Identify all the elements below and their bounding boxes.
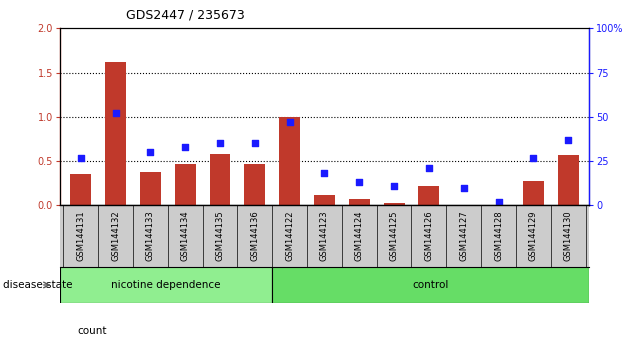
Text: GSM144136: GSM144136 <box>250 210 260 261</box>
Point <box>354 179 364 185</box>
Bar <box>279 117 300 205</box>
Text: GSM144129: GSM144129 <box>529 210 538 261</box>
Bar <box>272 267 589 303</box>
Text: GSM144123: GSM144123 <box>320 210 329 261</box>
Text: GSM144133: GSM144133 <box>146 210 155 261</box>
Bar <box>105 62 126 205</box>
Bar <box>558 155 578 205</box>
Text: GSM144128: GSM144128 <box>494 210 503 261</box>
Point <box>563 137 573 143</box>
Text: GSM144127: GSM144127 <box>459 210 468 261</box>
Point <box>285 119 295 125</box>
Text: control: control <box>412 280 449 290</box>
Text: GSM144135: GSM144135 <box>215 210 224 261</box>
Bar <box>314 195 335 205</box>
Text: GSM144125: GSM144125 <box>389 210 399 261</box>
Bar <box>244 164 265 205</box>
Point <box>459 185 469 190</box>
Text: nicotine dependence: nicotine dependence <box>111 280 220 290</box>
Point <box>319 171 329 176</box>
Bar <box>418 186 439 205</box>
Bar <box>523 181 544 205</box>
Text: GSM144131: GSM144131 <box>76 210 85 261</box>
Bar <box>384 202 404 205</box>
Text: count: count <box>77 326 107 336</box>
Bar <box>140 172 161 205</box>
Point <box>249 141 260 146</box>
Bar <box>60 267 272 303</box>
Text: GSM144124: GSM144124 <box>355 210 364 261</box>
Text: GSM144130: GSM144130 <box>564 210 573 261</box>
Bar <box>175 164 196 205</box>
Point <box>493 199 503 205</box>
Bar <box>349 199 370 205</box>
Point <box>76 155 86 160</box>
Point <box>215 141 225 146</box>
Text: GSM144134: GSM144134 <box>181 210 190 261</box>
Bar <box>71 175 91 205</box>
Point <box>180 144 190 150</box>
Point <box>424 165 434 171</box>
Point <box>389 183 399 189</box>
Point <box>529 155 539 160</box>
Bar <box>210 154 231 205</box>
Text: GSM144122: GSM144122 <box>285 210 294 261</box>
Point <box>146 149 156 155</box>
Text: disease state: disease state <box>3 280 72 290</box>
Text: GSM144132: GSM144132 <box>111 210 120 261</box>
Text: GSM144126: GSM144126 <box>425 210 433 261</box>
Text: GDS2447 / 235673: GDS2447 / 235673 <box>126 9 244 22</box>
Point <box>110 110 120 116</box>
